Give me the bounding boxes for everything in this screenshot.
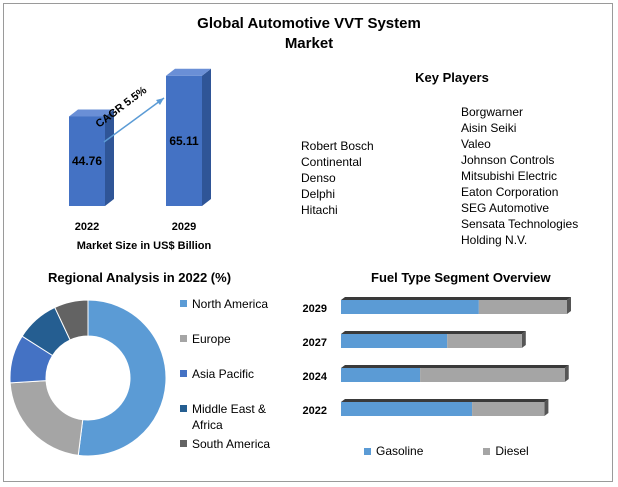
- bar-value-label: 44.76: [72, 154, 102, 168]
- title-line-1: Global Automotive VVT System: [197, 15, 421, 32]
- fuel-bar-side: [521, 331, 526, 348]
- legend-swatch-icon: [483, 447, 491, 455]
- key-players-left-list: Robert Bosch Continental Denso Delphi Hi…: [301, 138, 374, 218]
- bar-side-2029: [202, 68, 211, 206]
- market-size-xlabel: Market Size in US$ Billion: [76, 240, 212, 252]
- legend-swatch-icon: [180, 370, 187, 377]
- cagr-label: CAGR 5.5%: [94, 84, 150, 130]
- legend-label: Asia Pacific: [192, 367, 255, 381]
- legend-swatch-icon: [180, 335, 187, 342]
- regional-title: Regional Analysis in 2022 (%): [48, 270, 232, 285]
- key-players-right-list: Borgwarner Aisin Seiki Valeo Johnson Con…: [461, 104, 591, 248]
- fuel-bar-top: [341, 331, 526, 334]
- fuel-bar-gasoline-2027: [341, 334, 448, 348]
- fuel-year-label: 2022: [303, 405, 327, 417]
- fuel-legend-item: Diesel: [483, 444, 529, 458]
- bar-category-label: 2029: [172, 221, 196, 233]
- regional-donut-chart: [9, 299, 167, 457]
- fuel-bar-side: [564, 365, 569, 382]
- donut-slice-south-america: [54, 299, 89, 341]
- legend-swatch-icon: [180, 300, 187, 307]
- cagr-arrow: [103, 97, 165, 143]
- fuel-title: Fuel Type Segment Overview: [371, 270, 551, 285]
- key-player-item: Johnson Controls: [461, 153, 555, 167]
- fuel-bar-gasoline-2024: [341, 368, 421, 382]
- bar-top-2029: [166, 68, 211, 76]
- infographic-frame: Global Automotive VVT System Market 44.7…: [3, 3, 613, 482]
- legend-label: North America: [192, 297, 269, 311]
- donut-slice-north-america: [77, 299, 167, 457]
- fuel-bar-diesel-2027: [447, 334, 522, 348]
- key-player-item: Valeo: [461, 137, 491, 151]
- key-player-item: Aisin Seiki: [461, 121, 517, 135]
- donut-slice-europe: [9, 380, 84, 456]
- cagr-arrowhead-icon: [156, 98, 164, 105]
- bar-category-label: 2022: [75, 221, 99, 233]
- key-player-item: Eaton Corporation: [461, 185, 559, 199]
- legend-item: Asia Pacific: [180, 366, 280, 382]
- legend-label: Middle East & Africa: [192, 402, 267, 432]
- key-player-item: Delphi: [301, 187, 336, 201]
- fuel-bar-top: [341, 399, 549, 402]
- key-player-item: Robert Bosch: [301, 139, 374, 153]
- market-size-chart: 44.76 2022 65.11 2029 CAGR 5.5%: [69, 68, 211, 233]
- fuel-bar-diesel-2029: [478, 300, 567, 314]
- fuel-bar-gasoline-2022: [341, 402, 473, 416]
- legend-item: North America: [180, 296, 280, 312]
- key-player-item: Continental: [301, 155, 362, 169]
- legend-swatch-icon: [180, 405, 187, 412]
- fuel-bar-diesel-2022: [472, 402, 545, 416]
- legend-item: Middle East & Africa: [180, 401, 280, 433]
- fuel-bar-top: [341, 365, 569, 368]
- key-player-item: Borgwarner: [461, 105, 524, 119]
- legend-swatch-icon: [364, 447, 371, 455]
- legend-swatch-icon: [180, 440, 187, 447]
- key-player-item: SEG Automotive: [461, 201, 550, 215]
- bar-top-2022: [69, 109, 114, 117]
- fuel-year-label: 2029: [303, 303, 327, 315]
- fuel-year-label: 2024: [303, 371, 328, 383]
- fuel-legend-label: Diesel: [495, 444, 529, 458]
- key-player-item: Denso: [301, 171, 336, 185]
- bar-side-2022: [105, 109, 114, 206]
- key-player-item: Mitsubishi Electric: [461, 169, 558, 183]
- fuel-bar-side: [567, 297, 571, 314]
- bar-value-label: 65.11: [169, 134, 199, 148]
- page-title: Global Automotive VVT System Market: [4, 14, 614, 54]
- key-player-item: Hitachi: [301, 203, 338, 217]
- fuel-bar-top: [341, 297, 571, 300]
- key-player-item: Sensata Technologies Holding N.V.: [461, 217, 579, 247]
- key-players-title: Key Players: [415, 70, 489, 85]
- fuel-bar-gasoline-2029: [341, 300, 479, 314]
- fuel-bar-diesel-2024: [420, 368, 565, 382]
- bar-2029: [166, 75, 202, 206]
- legend-label: Europe: [192, 332, 231, 346]
- legend-item: Europe: [180, 331, 280, 347]
- title-line-2: Market: [284, 35, 334, 52]
- fuel-year-label: 2027: [303, 337, 327, 349]
- fuel-legend-label: Gasoline: [376, 444, 424, 458]
- legend-label: South America: [192, 437, 271, 451]
- fuel-type-chart: 2029 2027 2024 2022: [303, 297, 571, 417]
- bar-2022: [69, 116, 105, 206]
- fuel-legend-item: Gasoline: [364, 444, 423, 458]
- fuel-legend: Gasoline Diesel: [364, 444, 529, 458]
- fuel-bar-side: [544, 399, 549, 416]
- legend-item: South America: [180, 436, 280, 452]
